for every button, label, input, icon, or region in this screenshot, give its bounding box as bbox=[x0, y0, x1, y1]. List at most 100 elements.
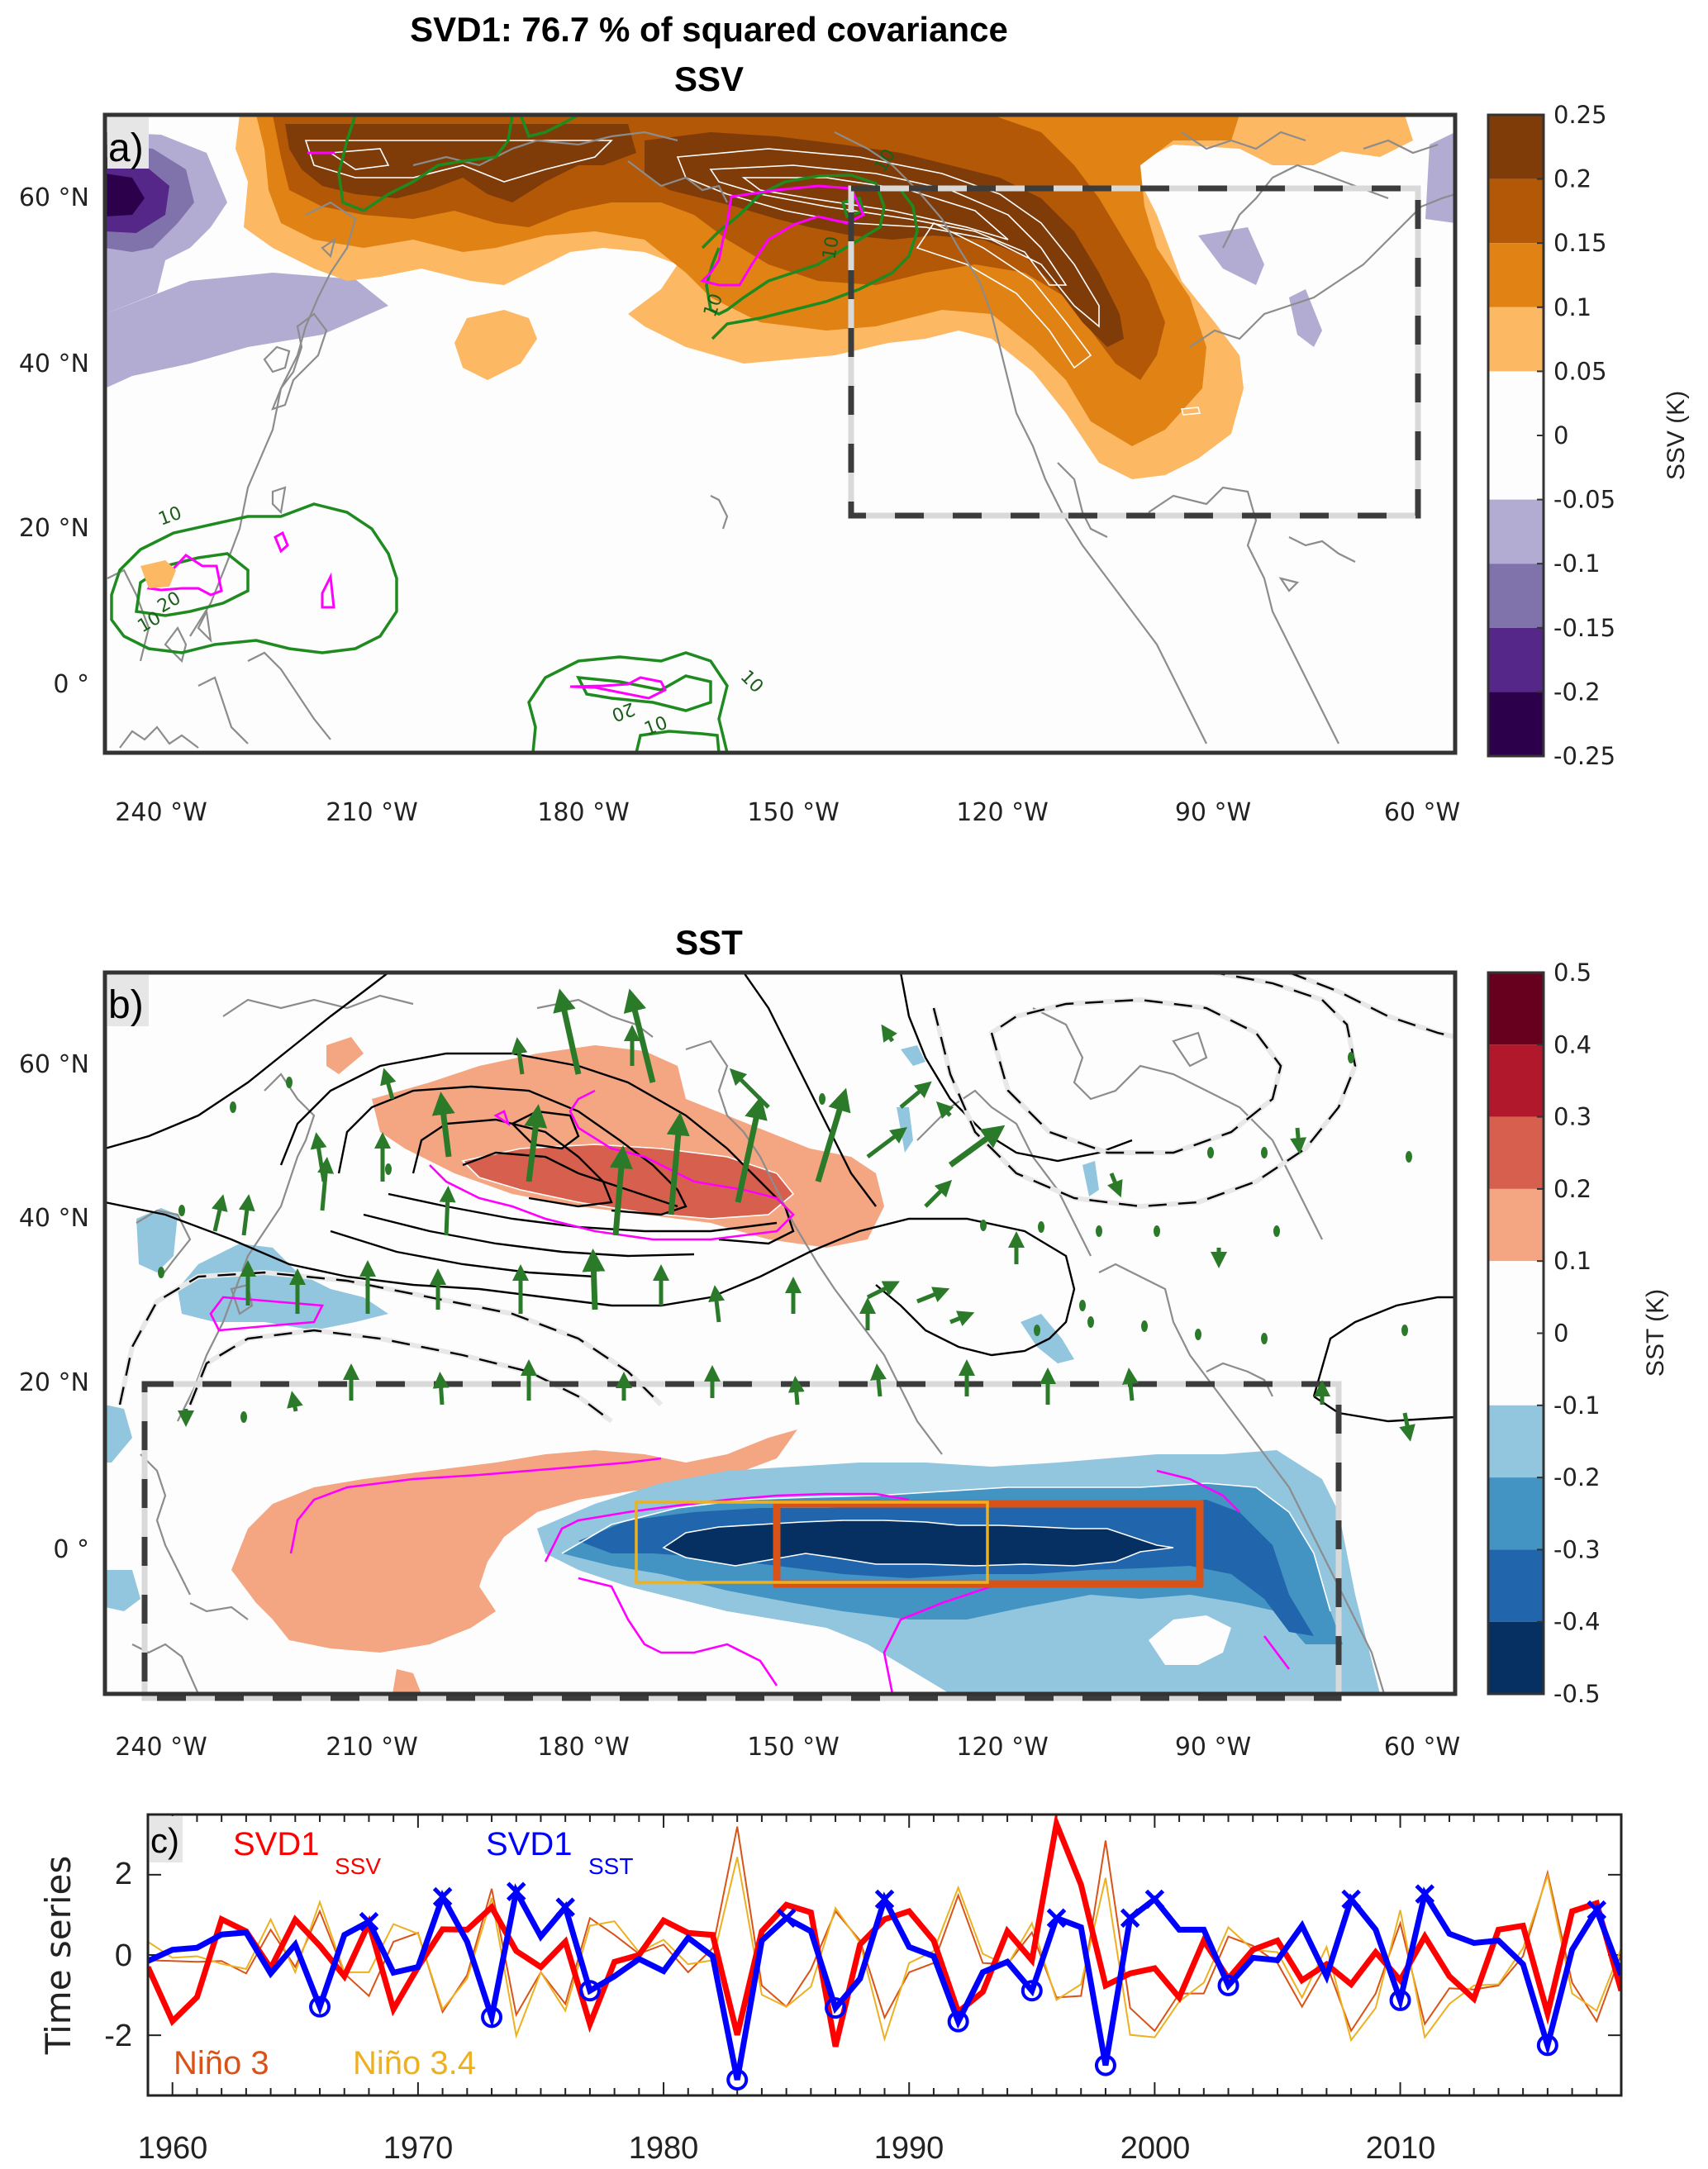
wave-activity-arrow bbox=[935, 1101, 954, 1120]
panel-a-title: SSV bbox=[674, 59, 744, 98]
svg-text:60 °W: 60 °W bbox=[1384, 798, 1460, 827]
svg-text:60 °N: 60 °N bbox=[19, 183, 89, 212]
svg-text:10: 10 bbox=[819, 235, 843, 261]
panel-c-timeseries: c) SVD1 SSV SVD1 SST Niño 3 Niño 3.4 Tim… bbox=[38, 1813, 1623, 2166]
circle-marker bbox=[1021, 1980, 1043, 2002]
wave-activity-arrow bbox=[524, 1104, 548, 1182]
colorbar-ssv-tick-label: -0.05 bbox=[1553, 486, 1615, 514]
circle-marker bbox=[1217, 1974, 1239, 1996]
wave-activity-arrow bbox=[1348, 1052, 1354, 1063]
wave-activity-arrow bbox=[666, 1112, 690, 1215]
wave-activity-arrow bbox=[1273, 1225, 1280, 1237]
panel-a-label-bg bbox=[107, 117, 149, 169]
y-tick-0: 0 bbox=[115, 1938, 132, 1973]
cross-marker bbox=[506, 1881, 526, 1902]
svg-text:180 °W: 180 °W bbox=[537, 1733, 629, 1762]
wave-activity-arrow bbox=[431, 1092, 455, 1158]
colorbar-sst-band-0 bbox=[1488, 973, 1544, 1045]
series-line-ni-o-3-4 bbox=[148, 1857, 1621, 2043]
circle-marker bbox=[1389, 1989, 1411, 2011]
x-tick-1960: 1960 bbox=[138, 2131, 208, 2166]
wave-activity-arrow bbox=[212, 1194, 228, 1232]
wave-activity-arrow bbox=[317, 1157, 335, 1211]
colorbar-sst-band-8 bbox=[1488, 1621, 1544, 1694]
domain-box-b bbox=[141, 1381, 1342, 1701]
wave-activity-arrow bbox=[1087, 1316, 1094, 1328]
lat-labels-a: 60 °N 40 °N 20 °N 0 ° bbox=[19, 183, 89, 699]
wave-activity-arrow bbox=[582, 1249, 606, 1310]
colorbar-sst-tick-label: 0.3 bbox=[1553, 1103, 1591, 1131]
colorbar-ssv-tick-label: 0.1 bbox=[1553, 293, 1591, 321]
panel-b-label-bg bbox=[107, 975, 149, 1026]
panel-c-frame bbox=[146, 1813, 1623, 2097]
circle-marker bbox=[578, 1980, 601, 2002]
sst-neg-fill-7 bbox=[105, 1405, 132, 1463]
ssv-neg-fill-7 bbox=[1198, 227, 1264, 285]
colorbar-ssv: 0.25 0.2 0.15 0.1 0.05 0 -0.05 -0.1 -0.15 -0.2 -0.… bbox=[1487, 101, 1615, 770]
lon-labels-a: 240 °W 210 °W 180 °W 150 °W 120 °W 90 °W… bbox=[115, 798, 1460, 827]
svg-text:0 °: 0 ° bbox=[53, 1535, 89, 1564]
sst-neg-fill-2 bbox=[178, 1244, 388, 1330]
wave-activity-arrow bbox=[511, 1037, 528, 1075]
panel-c-label: c) bbox=[150, 1821, 179, 1860]
lon-labels-b: 240 °W 210 °W 180 °W 150 °W 120 °W 90 °W… bbox=[115, 1733, 1460, 1762]
green-contours-a bbox=[110, 115, 919, 753]
wave-activity-arrow bbox=[439, 1186, 456, 1236]
colorbar-ssv-tick-label: -0.2 bbox=[1553, 678, 1601, 706]
wave-activity-arrow bbox=[230, 1101, 236, 1113]
svg-text:60 °N: 60 °N bbox=[19, 1050, 89, 1079]
sst-pos-fill-1 bbox=[326, 1037, 364, 1074]
x-tick-1990: 1990 bbox=[874, 2131, 944, 2166]
cross-marker bbox=[874, 1889, 895, 1910]
wave-activity-arrow bbox=[787, 1376, 805, 1406]
cross-marker bbox=[359, 1911, 379, 1932]
ssv-pos-fill-3 bbox=[1289, 115, 1413, 157]
svg-text:20 °N: 20 °N bbox=[19, 1368, 89, 1397]
coastlines-b bbox=[131, 994, 1386, 1694]
series-line-ni-o-3 bbox=[148, 1826, 1621, 2033]
wave-activity-arrow bbox=[819, 1093, 825, 1105]
wave-activity-arrow bbox=[866, 1281, 900, 1300]
colorbar-ssv-band-8 bbox=[1488, 692, 1544, 756]
wave-activity-arrow bbox=[708, 1285, 726, 1323]
colorbar-sst: 0.5 0.4 0.3 0.2 0.1 0 -0.1 -0.2 -0.3 -0.4 -0.5 bbox=[1487, 958, 1601, 1708]
colorbar-sst-band-5 bbox=[1488, 1405, 1544, 1478]
colorbar-sst-tick-label: -0.4 bbox=[1553, 1608, 1601, 1636]
colorbar-ssv-band-0 bbox=[1488, 115, 1544, 179]
wave-activity-arrow bbox=[735, 1096, 768, 1203]
colorbar-ssv-tick-label: 0.2 bbox=[1553, 165, 1591, 193]
wave-activity-arrow bbox=[380, 1068, 397, 1100]
cross-marker bbox=[1120, 1908, 1140, 1929]
cross-marker bbox=[1046, 1908, 1067, 1929]
legend-svd-sst-sub: SST bbox=[588, 1853, 633, 1879]
wave-activity-arrow bbox=[924, 1179, 953, 1208]
lat-labels-b: 60 °N 40 °N 20 °N 0 ° bbox=[19, 1050, 89, 1564]
x-tick-2000: 2000 bbox=[1120, 2131, 1191, 2166]
circle-marker bbox=[1094, 2054, 1116, 2076]
colorbar-sst-tick-label: -0.2 bbox=[1553, 1463, 1601, 1491]
panel-b-frame bbox=[102, 970, 1458, 1696]
svg-text:120 °W: 120 °W bbox=[956, 798, 1048, 827]
colorbar-ssv-tick-label: -0.1 bbox=[1553, 549, 1601, 578]
cross-marker bbox=[776, 1908, 797, 1929]
wave-activity-arrow bbox=[866, 1127, 907, 1158]
legend-svd-sst: SVD1 bbox=[486, 1826, 573, 1862]
colorbar-ssv-band-7 bbox=[1488, 627, 1544, 692]
legend-svd-ssv-sub: SSV bbox=[335, 1853, 381, 1879]
wave-activity-arrows bbox=[158, 988, 1415, 1442]
wave-activity-arrow bbox=[1261, 1333, 1268, 1344]
ssv-pos-fill-6 bbox=[285, 124, 636, 202]
colorbar-sst-label: SST (K) bbox=[1642, 1289, 1669, 1377]
legend-nino3: Niño 3 bbox=[174, 2045, 269, 2081]
ssv-neg-fill-6 bbox=[1425, 132, 1455, 223]
colorbar-sst-band-3 bbox=[1488, 1188, 1544, 1262]
wave-activity-arrow bbox=[1195, 1329, 1201, 1340]
colorbar-sst-tick-label: -0.1 bbox=[1553, 1391, 1601, 1420]
svg-text:150 °W: 150 °W bbox=[747, 798, 839, 827]
colorbar-sst-tick-label: 0.2 bbox=[1553, 1175, 1591, 1203]
x-tick-1970: 1970 bbox=[383, 2131, 454, 2166]
svg-text:240 °W: 240 °W bbox=[115, 798, 207, 827]
wave-activity-arrow bbox=[238, 1194, 255, 1236]
wave-activity-arrow bbox=[609, 1145, 633, 1236]
